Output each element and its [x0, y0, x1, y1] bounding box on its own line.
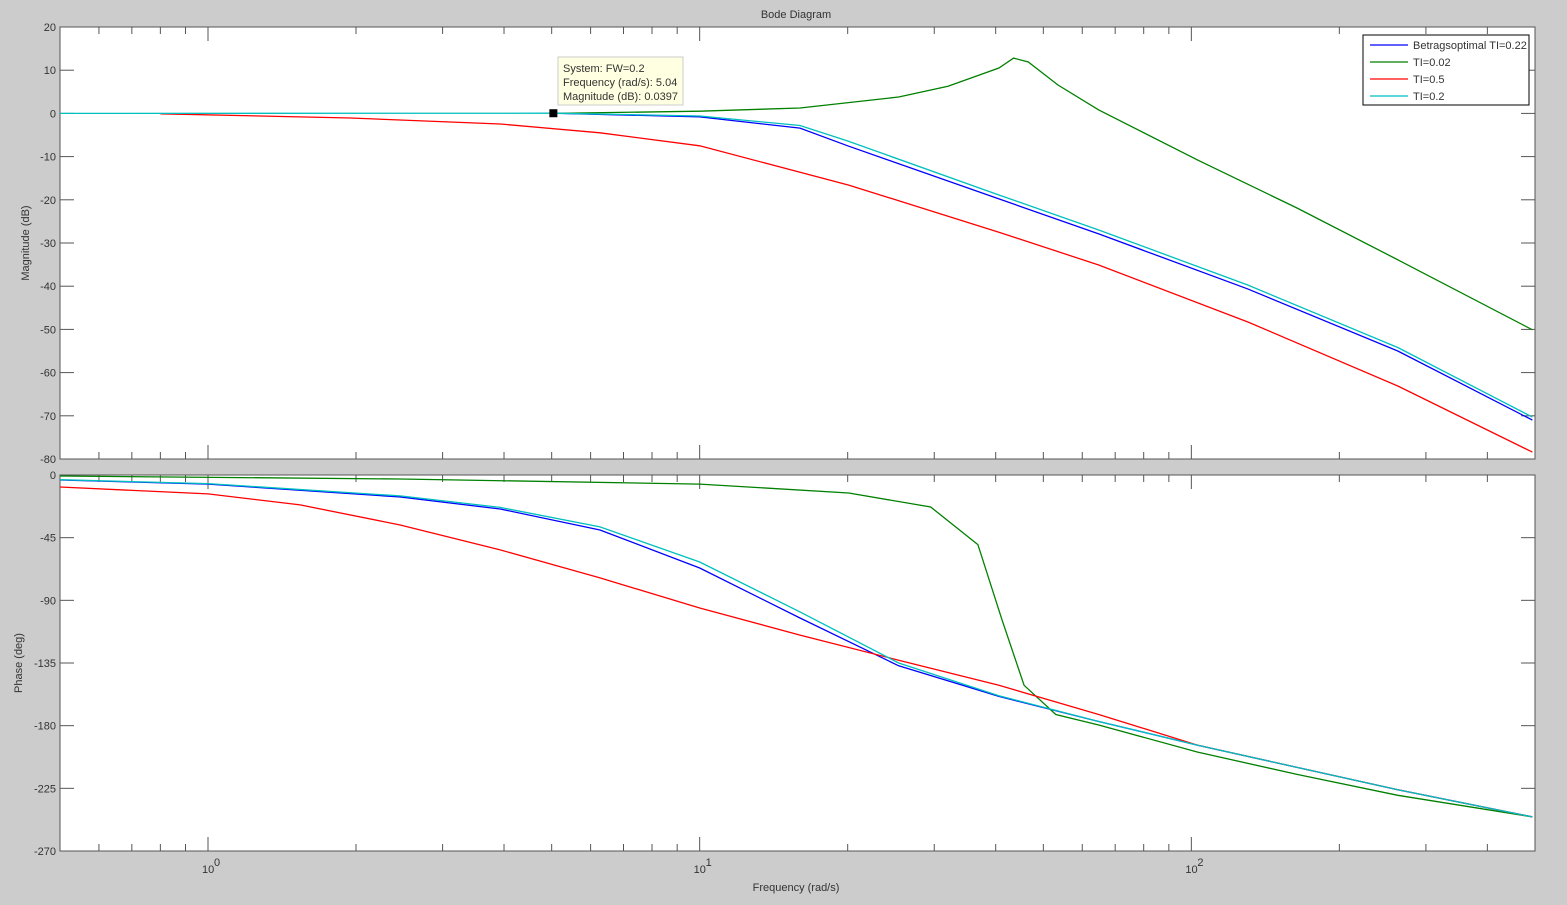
datatip-magnitude: Magnitude (dB): 0.0397 — [563, 91, 678, 103]
magnitude-curve — [160, 113, 1533, 453]
legend-label: Betragsoptimal TI=0.22 — [1413, 40, 1527, 52]
y-tick-label: 10 — [44, 65, 56, 77]
y-tick-label: -20 — [40, 195, 56, 207]
legend-label: TI=0.02 — [1413, 57, 1451, 69]
x-tick-label: 10 — [694, 864, 706, 876]
datatip[interactable]: System: FW=0.2 Frequency (rad/s): 5.04 M… — [549, 56, 684, 118]
magnitude-ylabel: Magnitude (dB) — [20, 205, 32, 280]
legend[interactable]: Betragsoptimal TI=0.22 TI=0.02 TI=0.5 TI=0.… — [1362, 34, 1530, 106]
y-tick-label: 0 — [50, 108, 56, 120]
magnitude-curve — [59, 112, 1533, 418]
y-tick-label: -30 — [40, 238, 56, 250]
y-tick-label: 20 — [44, 22, 56, 34]
phase-curve — [59, 479, 1533, 818]
x-tick-exponent: 2 — [1197, 857, 1203, 869]
y-tick-label: -270 — [34, 846, 56, 858]
phase-ylabel: Phase (deg) — [13, 633, 25, 693]
y-tick-label: 0 — [50, 470, 56, 482]
magnitude-axes[interactable] — [59, 26, 1536, 460]
legend-label: TI=0.5 — [1413, 74, 1445, 86]
phase-curve — [59, 475, 1533, 818]
y-tick-label: -60 — [40, 368, 56, 380]
y-tick-label: -45 — [40, 533, 56, 545]
chart-title: Bode Diagram — [761, 9, 831, 21]
xlabel: Frequency (rad/s) — [753, 882, 840, 894]
y-tick-label: -70 — [40, 411, 56, 423]
magnitude-curve — [553, 57, 1533, 331]
datatip-frequency: Frequency (rad/s): 5.04 — [563, 77, 677, 89]
y-tick-label: -50 — [40, 324, 56, 336]
y-tick-label: -225 — [34, 783, 56, 795]
x-tick-exponent: 1 — [706, 857, 712, 869]
y-tick-label: -180 — [34, 721, 56, 733]
magnitude-curve — [553, 112, 1533, 421]
datatip-marker[interactable] — [549, 109, 558, 118]
y-tick-label: -40 — [40, 281, 56, 293]
x-tick-exponent: 0 — [214, 857, 220, 869]
y-tick-label: -80 — [40, 454, 56, 466]
y-tick-label: -135 — [34, 658, 56, 670]
x-tick-label: 10 — [1185, 864, 1197, 876]
legend-label: TI=0.2 — [1413, 91, 1445, 103]
y-tick-label: -90 — [40, 595, 56, 607]
datatip-system: System: FW=0.2 — [563, 63, 645, 75]
x-tick-label: 10 — [202, 864, 214, 876]
y-tick-label: -10 — [40, 152, 56, 164]
phase-axes[interactable] — [59, 474, 1536, 852]
